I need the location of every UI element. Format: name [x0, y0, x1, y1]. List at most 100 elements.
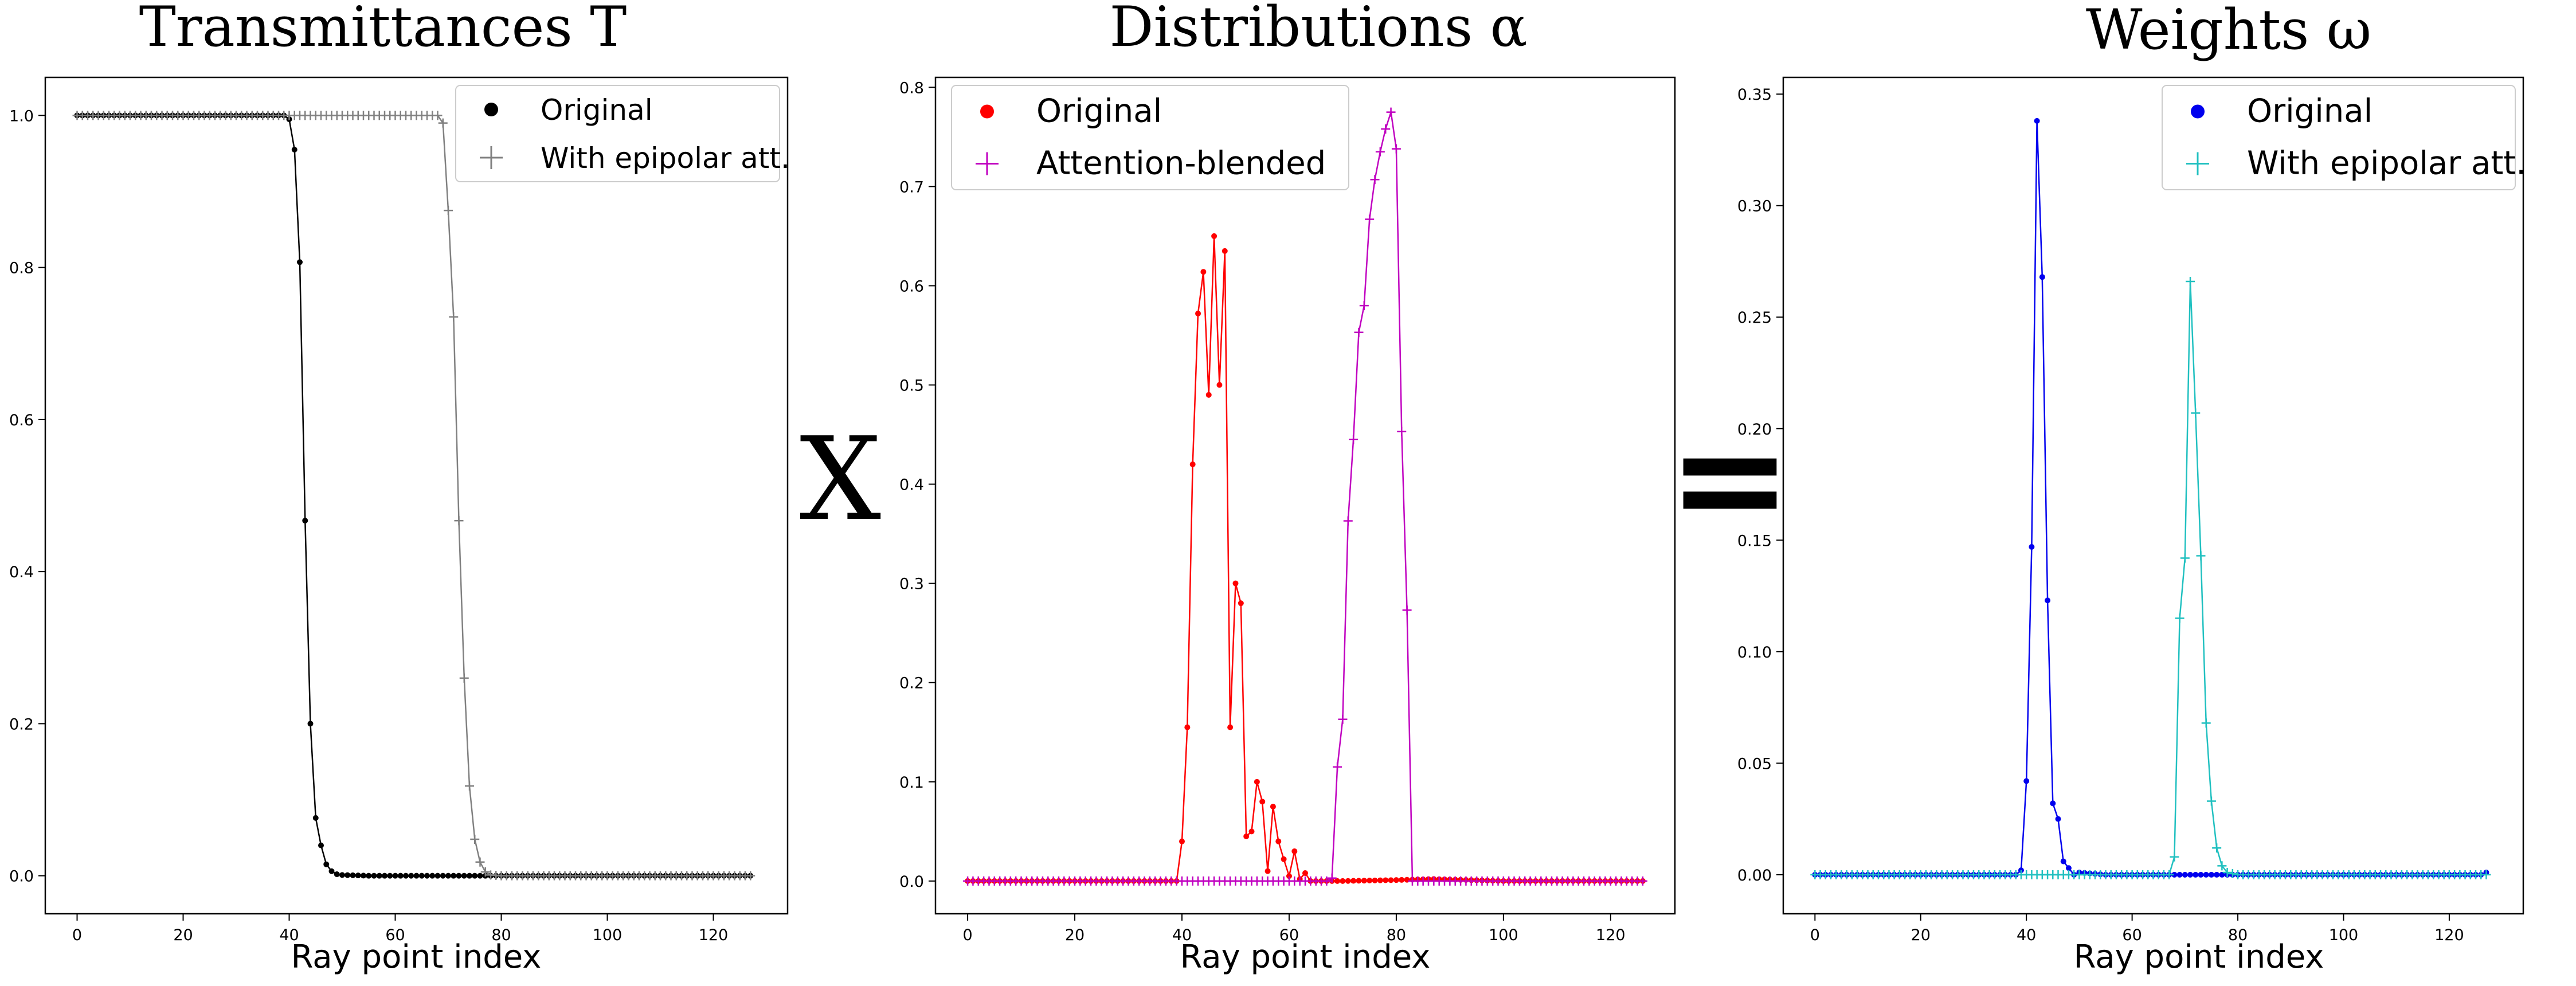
data-point	[334, 871, 340, 878]
data-point	[1345, 878, 1351, 884]
y-tick-label: 0.25	[1737, 309, 1772, 327]
legend-box	[2162, 85, 2516, 190]
y-tick-label: 1.0	[9, 107, 34, 125]
data-point	[2217, 861, 2227, 871]
data-point	[1200, 269, 1207, 275]
data-point	[2196, 551, 2206, 561]
chart-title: Transmittances T	[139, 0, 627, 59]
panel-transmittances: Transmittances T 0 20 40 60 80 100 120 0.0 0.2 0.4…	[9, 0, 790, 976]
data-point	[2050, 800, 2056, 807]
data-point	[1349, 435, 1359, 444]
data-point	[2219, 871, 2225, 878]
data-point	[2176, 871, 2183, 878]
data-point	[403, 872, 409, 879]
data-point	[2065, 865, 2072, 871]
y-tick-label: 0.8	[9, 260, 34, 277]
data-point	[1270, 804, 1276, 810]
data-point	[434, 872, 441, 879]
data-point	[1365, 214, 1375, 224]
legend-box	[951, 85, 1349, 190]
data-point	[1638, 876, 1647, 886]
data-point	[2023, 778, 2030, 784]
data-point	[328, 868, 335, 874]
y-tick-label: 0.4	[9, 564, 34, 581]
data-point	[361, 872, 366, 879]
x-tick-label: 20	[1065, 926, 1085, 944]
x-tick-label: 100	[593, 926, 623, 944]
y-tick-label: 0.00	[1737, 867, 1772, 885]
x-axis-label: Ray point index	[2074, 938, 2324, 976]
data-point	[1254, 778, 1260, 785]
x-axis-label: Ray point index	[1180, 938, 1431, 976]
times-operator: X	[800, 413, 881, 546]
data-point	[1361, 878, 1367, 884]
data-point	[1338, 714, 1348, 724]
data-point	[1238, 600, 1244, 607]
legend-label: Original	[1036, 93, 1162, 130]
data-point	[2171, 871, 2178, 878]
data-point	[408, 872, 414, 879]
axes-frame	[934, 76, 1676, 915]
panel-weights: Weights ω 0 20 40 60 80 100 120 0.00 0.05 0.10 0.15…	[1737, 0, 2526, 976]
y-tick-label: 0.35	[1737, 86, 1772, 104]
data-point	[1216, 382, 1223, 388]
series-line	[968, 112, 1643, 882]
data-point	[312, 815, 319, 821]
y-tick-label: 0.4	[899, 476, 924, 494]
data-point	[1399, 877, 1405, 883]
data-point	[1281, 856, 1287, 862]
data-point	[1184, 724, 1191, 730]
data-point	[480, 867, 490, 877]
data-point	[2193, 871, 2199, 878]
data-point	[413, 872, 420, 879]
data-point	[456, 872, 462, 879]
data-point	[429, 872, 436, 879]
data-point	[454, 516, 464, 526]
x-tick-label: 120	[699, 926, 729, 944]
data-point	[465, 781, 474, 791]
data-point	[307, 721, 314, 727]
legend-marker	[480, 146, 503, 169]
data-point	[1372, 877, 1378, 883]
data-point	[444, 206, 453, 216]
x-tick-label: 60	[1279, 926, 1299, 944]
chart-title: Weights ω	[2086, 0, 2371, 62]
data-point	[1386, 107, 1396, 117]
legend-marker	[980, 104, 994, 119]
y-tick-label: 0.2	[9, 715, 34, 733]
data-point	[1232, 580, 1239, 586]
data-point	[2191, 408, 2201, 418]
x-tick-label: 80	[2228, 926, 2248, 944]
data-point	[2164, 870, 2174, 879]
data-point	[1286, 873, 1292, 879]
data-point	[1359, 301, 1369, 311]
y-tick-label: 0.6	[899, 277, 924, 295]
series-line	[1815, 281, 2487, 876]
data-point	[418, 872, 425, 879]
data-point	[2182, 871, 2188, 878]
data-point	[355, 872, 361, 879]
data-point	[1391, 144, 1401, 154]
legend-marker	[976, 152, 999, 175]
data-point	[2045, 597, 2051, 604]
x-tick-label: 60	[2122, 926, 2142, 944]
data-point	[1354, 327, 1364, 337]
data-point	[371, 872, 377, 879]
x-tick-label: 60	[385, 926, 405, 944]
data-point	[297, 259, 303, 265]
panel-distributions: Distributions α 0 20 40 60 80 100 120 0.0 0.1 0.2 0…	[899, 0, 1676, 976]
data-point	[291, 147, 297, 153]
data-point	[2214, 871, 2220, 878]
data-point	[2039, 274, 2045, 280]
equals-operator: =	[1667, 393, 1792, 566]
data-point	[2175, 613, 2184, 623]
y-tick-label: 0.3	[899, 576, 924, 593]
data-point	[1377, 877, 1383, 883]
data-point	[472, 872, 478, 879]
y-tick-label: 0.1	[899, 774, 924, 792]
data-point	[1375, 147, 1385, 156]
x-axis-label: Ray point index	[291, 938, 542, 976]
legend-label: Original	[2247, 93, 2373, 130]
axes-frame	[1782, 76, 2524, 915]
data-point	[1388, 877, 1394, 883]
